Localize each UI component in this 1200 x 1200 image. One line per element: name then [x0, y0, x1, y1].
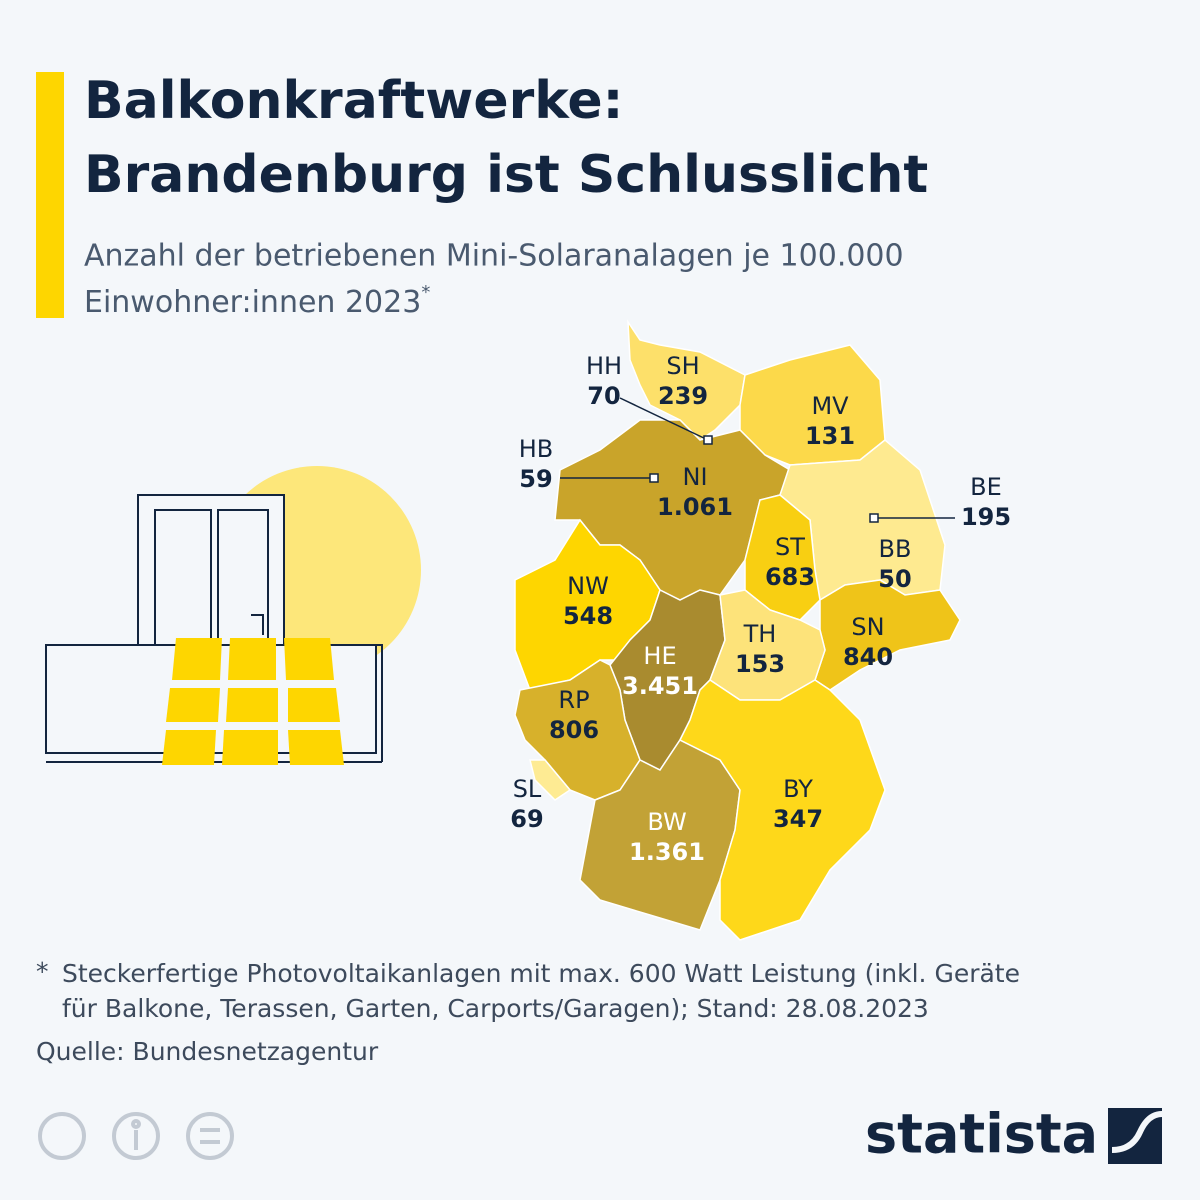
region-value: 683: [765, 563, 815, 591]
region-code: HB: [519, 435, 554, 463]
region-code: NW: [567, 572, 609, 600]
source: Quelle: Bundesnetzagentur: [36, 1037, 379, 1066]
region-value: 59: [519, 465, 552, 493]
brand-icon-wave: [1111, 1111, 1163, 1153]
region-code: MV: [811, 392, 849, 420]
brand-logo: statista: [865, 1103, 1098, 1166]
region-code: SN: [851, 613, 884, 641]
city-state: [869, 513, 879, 523]
title: Balkonkraftwerke:: [84, 71, 623, 131]
region-value: 239: [658, 382, 708, 410]
region-code: SH: [666, 352, 699, 380]
region-value: 70: [587, 382, 620, 410]
subtitle: Einwohner:innen 2023*: [84, 282, 430, 320]
region-code: HE: [643, 642, 676, 670]
region-code: BE: [970, 473, 1002, 501]
city-state: [649, 473, 659, 483]
subtitle: Anzahl der betriebenen Mini-Solaranalage…: [84, 239, 904, 274]
region: [627, 319, 746, 441]
city-state: [703, 435, 713, 445]
region-value: 153: [735, 650, 785, 678]
region-value: 347: [773, 805, 823, 833]
region-code: BW: [647, 808, 686, 836]
footnote: Steckerfertige Photovoltaikanlagen mit m…: [62, 959, 1020, 988]
region-code: RP: [558, 686, 589, 714]
leader-line: [619, 397, 709, 441]
region: [678, 679, 886, 941]
accent-bar: [36, 72, 64, 318]
region-code: SL: [513, 775, 542, 803]
subtitle-text: Einwohner:innen 2023: [84, 285, 421, 320]
region: [529, 759, 572, 801]
illustration: [45, 466, 421, 765]
region-value: 195: [961, 503, 1011, 531]
region-code: HH: [586, 352, 622, 380]
region-value: 840: [843, 643, 893, 671]
license-icons: [38, 1112, 234, 1160]
footnote: für Balkone, Terassen, Garten, Carports/…: [62, 994, 929, 1023]
region-value: 50: [878, 565, 911, 593]
region-code: BB: [879, 535, 912, 563]
title: Brandenburg ist Schlusslicht: [84, 145, 928, 205]
subtitle-mark: *: [421, 282, 430, 303]
region-value: 3.451: [622, 672, 698, 700]
region-code: TH: [743, 620, 777, 648]
region-value: 69: [510, 805, 543, 833]
region-value: 806: [549, 716, 599, 744]
region: [744, 494, 821, 621]
region-value: 548: [563, 602, 613, 630]
region-code: NI: [682, 463, 707, 491]
region-value: 131: [805, 422, 855, 450]
footnote-mark: *: [36, 957, 49, 986]
region-code: BY: [783, 775, 813, 803]
region-value: 1.361: [629, 838, 705, 866]
region-code: ST: [775, 533, 805, 561]
region-value: 1.061: [657, 493, 733, 521]
